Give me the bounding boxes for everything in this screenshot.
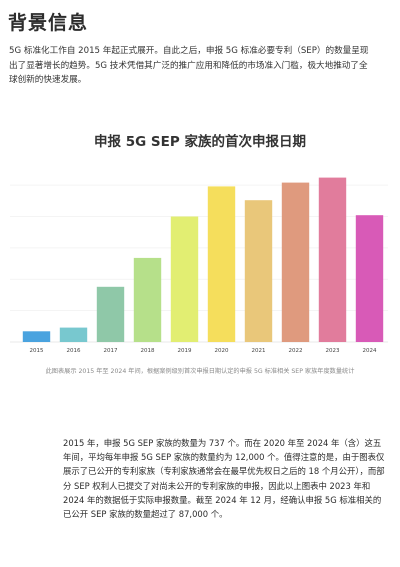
x-tick-label-2018: 2018 bbox=[141, 348, 155, 354]
bars bbox=[22, 177, 384, 342]
x-tick-label-2020: 2020 bbox=[215, 348, 229, 354]
x-tick-label-2016: 2016 bbox=[67, 348, 81, 354]
bar-2018 bbox=[133, 257, 162, 342]
x-tick-label-2023: 2023 bbox=[326, 348, 340, 354]
bar-2015 bbox=[22, 331, 51, 342]
bar-2016 bbox=[59, 327, 88, 342]
intro-text: 5G 标准化工作自 2015 年起正式展开。自此之后，申报 5G 标准必要专利（… bbox=[9, 46, 369, 85]
bar-2017 bbox=[96, 286, 125, 342]
section-heading: 背景信息 bbox=[8, 12, 89, 34]
chart-title: 申报 5G SEP 家族的首次申报日期 bbox=[94, 134, 306, 150]
bar-2019 bbox=[170, 216, 199, 342]
x-tick-label-2017: 2017 bbox=[104, 348, 118, 354]
chart-caption: 此图表展示 2015 年至 2024 年间，根据案例级别首次申报日期认定的申报 … bbox=[45, 368, 355, 375]
bar-2023 bbox=[318, 177, 347, 342]
bar-2020 bbox=[207, 186, 236, 342]
body-text: 2015 年，申报 5G SEP 家族的数量为 737 个。而在 2020 年至… bbox=[63, 438, 385, 520]
x-tick-label-2024: 2024 bbox=[363, 348, 377, 354]
x-tick-label-2022: 2022 bbox=[289, 348, 303, 354]
x-tick-label-2019: 2019 bbox=[178, 348, 192, 354]
bar-2024 bbox=[355, 215, 384, 342]
x-tick-label-2015: 2015 bbox=[30, 348, 44, 354]
bar-2022 bbox=[281, 182, 310, 342]
intro-paragraph: 5G 标准化工作自 2015 年起正式展开。自此之后，申报 5G 标准必要专利（… bbox=[9, 44, 375, 88]
bar-2021 bbox=[244, 200, 273, 342]
x-tick-label-2021: 2021 bbox=[252, 348, 266, 354]
bar-chart: 2015 2016 2017 2018 2019 2020 2021 2022 2023 2024 bbox=[10, 177, 388, 354]
x-tick-labels: 2015 2016 2017 2018 2019 2020 2021 2022 2023 2024 bbox=[30, 348, 377, 354]
body-paragraph: 2015 年，申报 5G SEP 家族的数量为 737 个。而在 2020 年至… bbox=[63, 436, 388, 521]
